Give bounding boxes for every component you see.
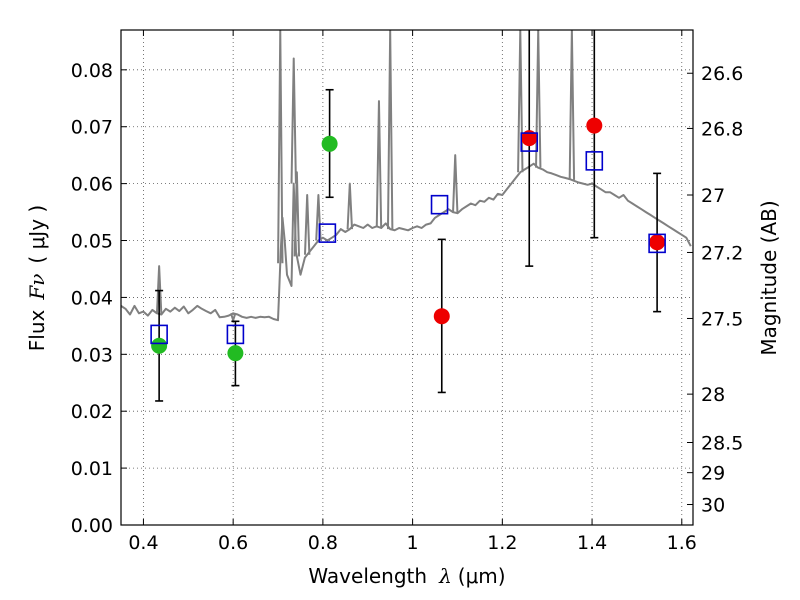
emission-line xyxy=(303,194,311,255)
magnitude-tick-label: 26.6 xyxy=(701,63,743,85)
emission-line xyxy=(277,30,284,264)
emission-line xyxy=(535,30,542,168)
model-square-point xyxy=(648,233,666,254)
y-axis-label-prefix: Flux xyxy=(25,309,49,351)
red-data-point xyxy=(649,234,666,251)
emission-line xyxy=(155,265,163,314)
y-tick-label: 0.07 xyxy=(71,117,113,139)
spectrum-line xyxy=(121,162,692,322)
magnitude-axis-label: Magnitude (AB) xyxy=(757,200,781,355)
data-markers xyxy=(150,117,666,362)
model-square-point xyxy=(318,223,337,243)
emission-line xyxy=(230,313,237,322)
x-tick-label: 1 xyxy=(407,532,419,554)
x-tick-label: 0.6 xyxy=(218,532,248,554)
x-tick-label: 1.4 xyxy=(577,532,607,554)
emission-line xyxy=(517,30,524,173)
emission-line xyxy=(290,57,297,184)
model-square-point xyxy=(585,151,604,171)
emission-line xyxy=(375,100,383,228)
x-axis-label-unit: (μm) xyxy=(458,564,506,588)
green-data-point xyxy=(151,337,168,354)
x-axis-ticks: 0.4 0.6 0.8 1 1.2 1.4 1.6 xyxy=(128,30,697,554)
x-tick-label: 1.6 xyxy=(667,532,697,554)
y-axis-label: Flux Fν ( μJy ) xyxy=(25,205,49,351)
green-data-point xyxy=(321,135,338,152)
y-tick-label: 0.08 xyxy=(71,60,113,82)
plot-frame xyxy=(120,29,694,526)
red-data-point xyxy=(433,308,450,325)
x-tick-label: 0.4 xyxy=(128,532,158,554)
emission-line xyxy=(386,30,394,230)
magnitude-tick-label: 27.2 xyxy=(701,242,743,264)
emission-line xyxy=(293,171,301,257)
y-tick-label: 0.02 xyxy=(71,401,113,423)
model-square-point xyxy=(150,324,168,345)
model-square-point xyxy=(430,194,449,215)
magnitude-tick-label: 27.5 xyxy=(701,308,743,330)
y-axis-label-unit: ( μJy ) xyxy=(25,205,49,264)
y-tick-label: 0.01 xyxy=(71,458,113,480)
magnitude-axis-ticks: 26.6 26.8 27 27.2 27.5 28 28.5 29 30 xyxy=(687,63,743,517)
x-axis-label-symbol: λ xyxy=(438,564,452,588)
green-data-point xyxy=(227,345,244,362)
x-tick-label: 1.2 xyxy=(487,532,517,554)
x-axis-label: Wavelength λ (μm) xyxy=(308,564,505,588)
plot-area xyxy=(121,30,692,402)
emission-line xyxy=(452,154,459,213)
x-axis-label-prefix: Wavelength xyxy=(308,564,427,588)
magnitude-tick-label: 30 xyxy=(701,495,725,517)
y-tick-label: 0.06 xyxy=(71,174,113,196)
y-axis-ticks: 0.00 0.01 0.02 0.03 0.04 0.05 0.06 0.07 0.08 xyxy=(71,60,127,537)
magnitude-tick-label: 27 xyxy=(701,185,725,207)
emission-line xyxy=(346,182,353,230)
red-data-point xyxy=(521,130,538,147)
red-data-point xyxy=(586,117,603,134)
emission-line xyxy=(568,30,576,180)
magnitude-tick-label: 28.5 xyxy=(701,433,743,455)
magnitude-tick-label: 26.8 xyxy=(701,118,743,140)
y-axis-label-symbol: Fν xyxy=(25,274,49,301)
y-tick-label: 0.00 xyxy=(71,515,113,537)
y-tick-label: 0.05 xyxy=(71,231,113,253)
y-tick-label: 0.03 xyxy=(71,344,113,366)
y-tick-label: 0.04 xyxy=(71,287,113,309)
model-square-point xyxy=(226,324,245,345)
model-square-point xyxy=(520,132,539,152)
magnitude-tick-label: 29 xyxy=(701,463,725,485)
x-tick-label: 0.8 xyxy=(308,532,338,554)
magnitude-tick-label: 28 xyxy=(701,384,725,406)
